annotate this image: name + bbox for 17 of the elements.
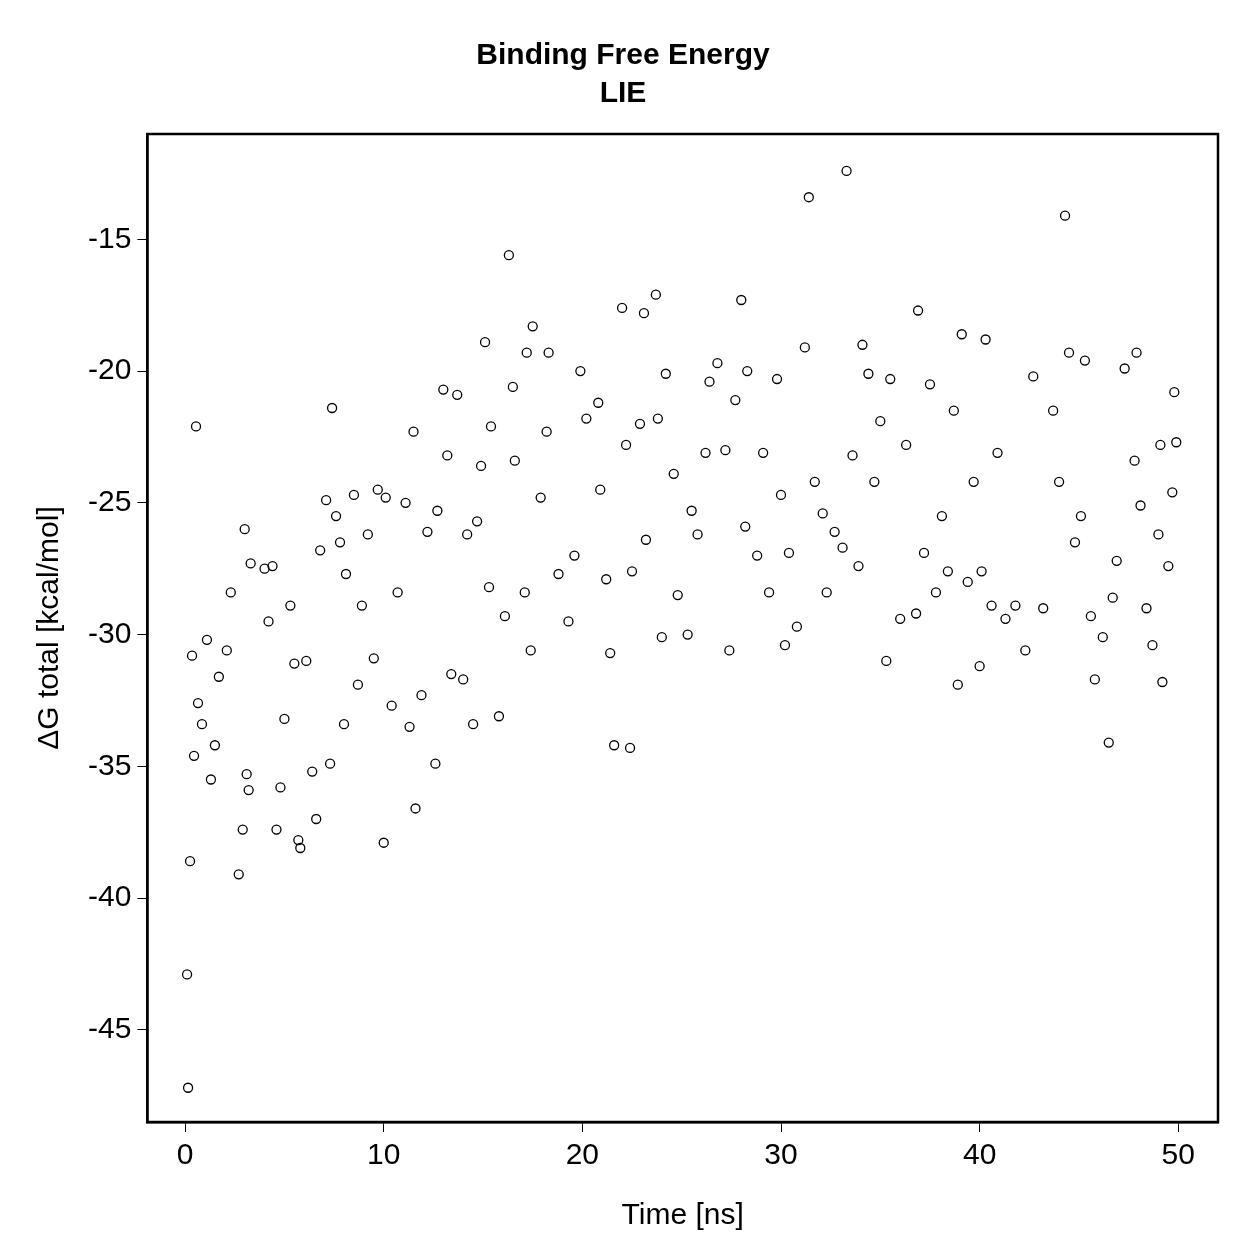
x-tick-label: 0 xyxy=(176,1137,194,1171)
y-axis-title: ΔG total [kcal/mol] xyxy=(31,506,65,750)
x-tick-label: 50 xyxy=(1161,1137,1195,1171)
x-tick-label: 40 xyxy=(962,1137,997,1171)
x-tick-label: 30 xyxy=(764,1137,798,1171)
y-tick-label: -20 xyxy=(88,352,132,386)
chart-subtitle: LIE xyxy=(599,75,647,109)
y-tick-label: -25 xyxy=(88,484,132,518)
y-tick-label: -45 xyxy=(88,1011,132,1045)
chart-title: Binding Free Energy xyxy=(476,37,770,71)
y-tick-label: -40 xyxy=(88,879,132,913)
y-tick-label: -30 xyxy=(88,615,132,649)
x-tick-label: 10 xyxy=(367,1137,401,1171)
y-tick-label: -35 xyxy=(88,747,132,781)
x-axis-title: Time [ns] xyxy=(621,1197,744,1231)
y-tick-label: -15 xyxy=(88,220,132,254)
x-tick-label: 20 xyxy=(565,1137,600,1171)
